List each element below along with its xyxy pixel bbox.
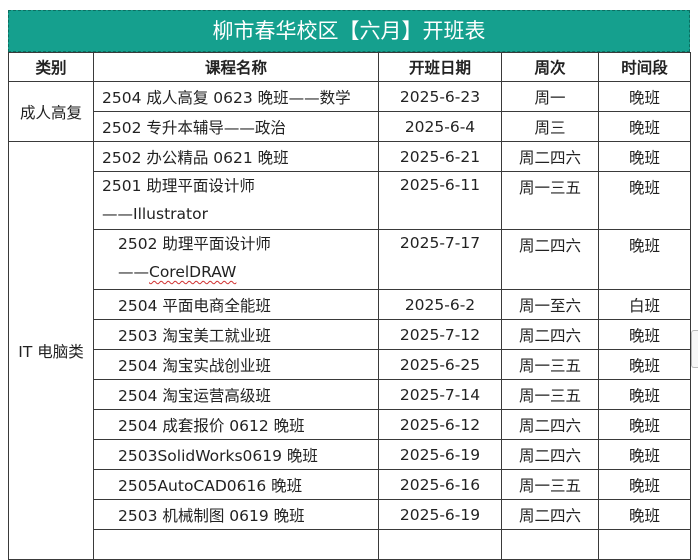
header-course-name[interactable]: 课程名称 [93, 52, 379, 82]
category-cell-it[interactable]: IT 电脑类 [8, 141, 94, 560]
date-cell[interactable]: 2025-6-2 [378, 289, 502, 320]
course-cell[interactable]: 2505AutoCAD0616 晚班 [93, 469, 379, 500]
course-cell[interactable]: 2504 淘宝运营高级班 [93, 379, 379, 410]
time-cell[interactable]: 晚班 [598, 229, 691, 290]
time-cell[interactable]: 晚班 [598, 81, 691, 112]
time-cell[interactable]: 晚班 [598, 141, 691, 172]
header-time-slot[interactable]: 时间段 [598, 52, 691, 82]
week-cell[interactable]: 周二四六 [501, 141, 599, 172]
week-cell[interactable]: 周二四六 [501, 319, 599, 350]
date-cell[interactable]: 2025-6-4 [378, 111, 502, 142]
time-cell[interactable]: 晚班 [598, 439, 691, 470]
course-cell[interactable]: 2504 成套报价 0612 晚班 [93, 409, 379, 440]
course-line: ——CorelDRAW [118, 258, 378, 286]
time-cell[interactable]: 晚班 [598, 409, 691, 440]
week-cell[interactable]: 周一三五 [501, 349, 599, 380]
date-cell[interactable]: 2025-6-25 [378, 349, 502, 380]
table-row: 2503 淘宝美工就业班 2025-7-12 周二四六 晚班 [9, 319, 691, 350]
time-cell[interactable]: 晚班 [598, 111, 691, 142]
date-cell[interactable]: 2025-6-19 [378, 439, 502, 470]
course-cell[interactable]: 2502 专升本辅导——政治 [93, 111, 379, 142]
date-cell[interactable]: 2025-7-12 [378, 319, 502, 350]
table-row: 2502 专升本辅导——政治 2025-6-4 周三 晚班 [9, 111, 691, 142]
table-row: 2504 淘宝实战创业班 2025-6-25 周一三五 晚班 [9, 349, 691, 380]
table-row: 2503 机械制图 0619 晚班 2025-6-19 周二四六 晚班 [9, 499, 691, 530]
table-row: 2504 平面电商全能班 2025-6-2 周一至六 白班 [9, 289, 691, 320]
table-row: 2501 助理平面设计师 ——Illustrator 2025-6-11 周一三… [9, 171, 691, 230]
time-cell[interactable]: 晚班 [598, 319, 691, 350]
table-row: 2505AutoCAD0616 晚班 2025-6-16 周一三五 晚班 [9, 469, 691, 500]
course-cell[interactable]: 2503 淘宝美工就业班 [93, 319, 379, 350]
week-cell[interactable]: 周三 [501, 111, 599, 142]
header-row: 类别 课程名称 开班日期 周次 时间段 [8, 52, 691, 82]
course-cell[interactable]: 2503SolidWorks0619 晚班 [93, 439, 379, 470]
table-row: IT 电脑类 2502 办公精品 0621 晚班 2025-6-21 周二四六 … [8, 141, 691, 560]
header-weekdays[interactable]: 周次 [501, 52, 599, 82]
week-cell[interactable]: 周一至六 [501, 289, 599, 320]
time-cell[interactable]: 晚班 [598, 469, 691, 500]
week-cell[interactable]: 周一三五 [501, 379, 599, 410]
course-cell[interactable]: 2504 平面电商全能班 [93, 289, 379, 320]
date-cell[interactable]: 2025-6-11 [378, 171, 502, 230]
course-cell[interactable]: 2501 助理平面设计师 ——Illustrator [93, 171, 379, 230]
time-cell[interactable]: 晚班 [598, 499, 691, 530]
side-panel-handle[interactable] [691, 330, 698, 368]
header-category[interactable]: 类别 [8, 52, 94, 82]
course-line: 2501 助理平面设计师 [102, 177, 255, 195]
spellcheck-word: CorelDRAW [149, 263, 237, 281]
table-row: 2504 成套报价 0612 晚班 2025-6-12 周二四六 晚班 [9, 409, 691, 440]
course-cell[interactable]: 2503 机械制图 0619 晚班 [93, 499, 379, 530]
course-line: 2502 助理平面设计师 [118, 235, 271, 253]
empty-cell[interactable] [501, 529, 599, 560]
empty-cell[interactable] [93, 529, 379, 560]
time-cell[interactable]: 晚班 [598, 349, 691, 380]
table-row: 成人高复 2504 成人高复 0623 晚班——数学 2025-6-23 周一 … [8, 81, 691, 142]
header-start-date[interactable]: 开班日期 [378, 52, 502, 82]
course-dash: —— [118, 263, 149, 281]
course-cell[interactable]: 2502 助理平面设计师 ——CorelDRAW [93, 229, 379, 290]
table-row: 2502 助理平面设计师 ——CorelDRAW 2025-7-17 周二四六 … [9, 229, 691, 290]
empty-cell[interactable] [378, 529, 502, 560]
empty-cell[interactable] [598, 529, 691, 560]
date-cell[interactable]: 2025-6-19 [378, 499, 502, 530]
table-title[interactable]: 柳市春华校区【六月】开班表 [8, 10, 690, 52]
time-cell[interactable]: 晚班 [598, 171, 691, 230]
table-row: 2504 淘宝运营高级班 2025-7-14 周一三五 晚班 [9, 379, 691, 410]
week-cell[interactable]: 周一 [501, 81, 599, 112]
date-cell[interactable]: 2025-6-21 [378, 141, 502, 172]
date-cell[interactable]: 2025-6-12 [378, 409, 502, 440]
week-cell[interactable]: 周二四六 [501, 229, 599, 290]
week-cell[interactable]: 周二四六 [501, 499, 599, 530]
date-cell[interactable]: 2025-7-17 [378, 229, 502, 290]
date-cell[interactable]: 2025-6-16 [378, 469, 502, 500]
week-cell[interactable]: 周二四六 [501, 439, 599, 470]
category-cell-adult[interactable]: 成人高复 [8, 81, 94, 142]
course-line: ——Illustrator [102, 205, 208, 223]
course-cell[interactable]: 2504 淘宝实战创业班 [93, 349, 379, 380]
course-cell[interactable]: 2502 办公精品 0621 晚班 [93, 141, 379, 172]
empty-row [9, 529, 691, 560]
week-cell[interactable]: 周一三五 [501, 469, 599, 500]
date-cell[interactable]: 2025-6-23 [378, 81, 502, 112]
table-row: 2503SolidWorks0619 晚班 2025-6-19 周二四六 晚班 [9, 439, 691, 470]
course-cell[interactable]: 2504 成人高复 0623 晚班——数学 [93, 81, 379, 112]
week-cell[interactable]: 周二四六 [501, 409, 599, 440]
date-cell[interactable]: 2025-7-14 [378, 379, 502, 410]
time-cell[interactable]: 白班 [598, 289, 691, 320]
time-cell[interactable]: 晚班 [598, 379, 691, 410]
schedule-table: 类别 课程名称 开班日期 周次 时间段 成人高复 2504 成人高复 0623 … [8, 52, 691, 560]
week-cell[interactable]: 周一三五 [501, 171, 599, 230]
